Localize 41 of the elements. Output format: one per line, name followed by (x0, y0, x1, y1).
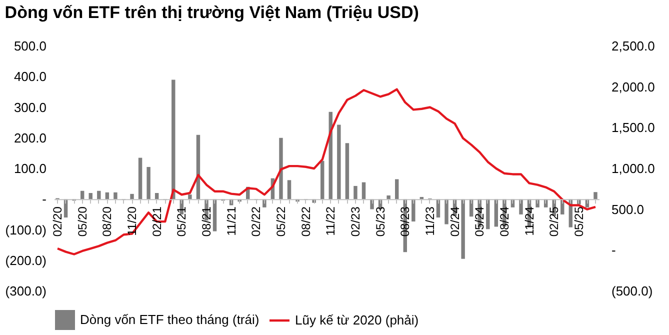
x-tick-label: 02/24 (448, 206, 462, 237)
x-tick-label: 05/24 (472, 206, 487, 237)
y-tick-label: 200.0 (14, 130, 46, 146)
x-tick-label: 08/20 (100, 206, 114, 237)
x-tick-label: 11/23 (422, 206, 437, 236)
x-tick-label: 02/22 (249, 206, 264, 237)
x-tick-label: 05/21 (174, 206, 189, 237)
y2-tick-label: 1,500.0 (612, 120, 655, 136)
y-tick-label: 500.0 (14, 38, 46, 54)
x-tick-label: 05/25 (572, 206, 586, 237)
y2-tick-label: (500.0) (612, 284, 653, 298)
x-tick-label: 11/24 (522, 206, 536, 236)
legend-label: Lũy kế từ 2020 (phải) (295, 312, 419, 328)
y2-tick-label: 2,000.0 (612, 79, 655, 94)
x-tick-label: 11/22 (324, 206, 338, 236)
y-tick-label: 100.0 (14, 161, 46, 176)
legend-label: Dòng vốn ETF theo tháng (trái) (80, 312, 260, 327)
x-tick-label: 02/21 (150, 206, 164, 237)
y-tick-label: - (42, 192, 46, 207)
chart-title: Dòng vốn ETF trên thị trường Việt Nam (Triệu USD) (4, 3, 419, 22)
y-tick-label: 300.0 (14, 100, 46, 115)
y-tick-label: (300.0) (5, 284, 46, 298)
x-tick-label: 11/21 (224, 206, 238, 236)
y2-tick-label: 2,500.0 (612, 38, 655, 54)
x-tick-label: 08/24 (497, 206, 512, 237)
y2-tick-label: - (612, 242, 616, 258)
x-tick-label: 08/23 (398, 206, 412, 237)
x-tick-label: 11/20 (125, 206, 140, 236)
y2-tick-label: 1,000.0 (612, 161, 655, 176)
x-tick-label: 02/23 (348, 206, 362, 237)
y-tick-label: 400.0 (14, 69, 46, 84)
x-tick-label: 02/20 (50, 206, 65, 237)
x-tick-label: 02/25 (547, 206, 562, 237)
x-tick-label: 05/22 (274, 206, 288, 237)
y-tick-label: (100.0) (5, 222, 46, 238)
x-tick-label: 08/21 (199, 206, 214, 237)
x-tick-label: 05/20 (75, 206, 90, 237)
x-tick-label: 08/22 (298, 206, 313, 237)
x-tick-label: 05/23 (373, 206, 388, 237)
y2-tick-label: 500.0 (612, 202, 644, 217)
y-tick-label: (200.0) (5, 252, 46, 268)
